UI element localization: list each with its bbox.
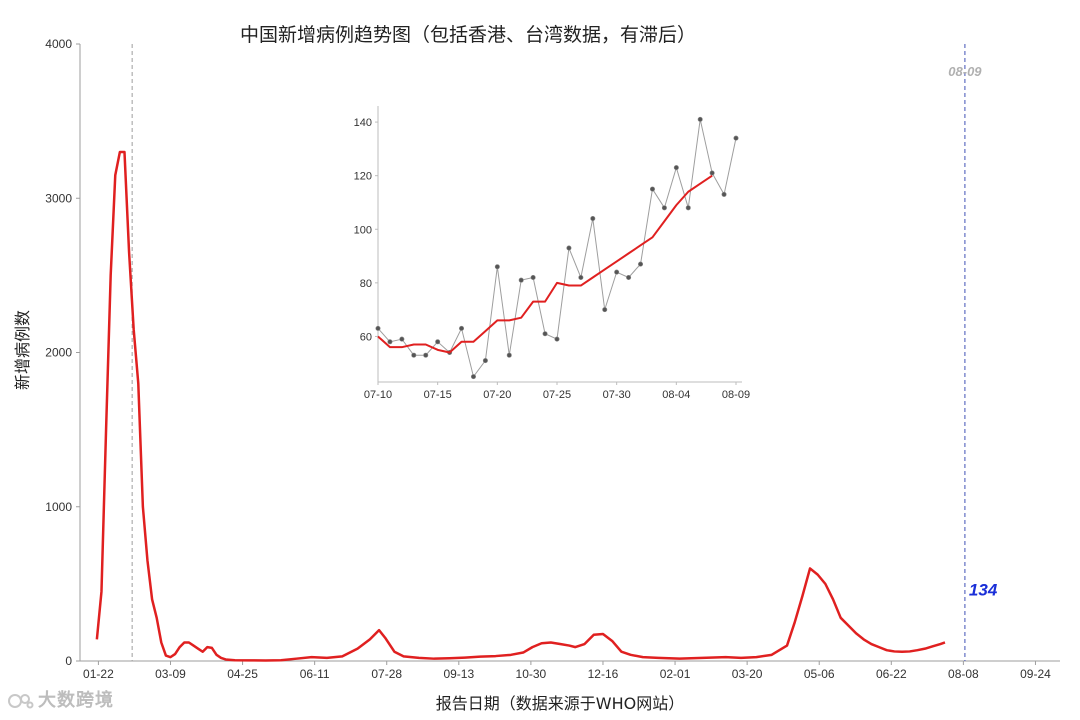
inset-daily-point [482,358,488,364]
inset-daily-point [518,277,524,283]
inset-y-tick-label: 120 [354,171,372,183]
inset-daily-point [626,274,632,280]
inset-daily-point [721,191,727,197]
inset-x-tick-label: 07-10 [364,389,392,401]
inset-daily-point [673,165,679,171]
inset-daily-point [661,205,667,211]
trend-line [95,150,946,662]
latest-date-label: 08-09 [948,64,982,79]
inset-daily-point [733,135,739,141]
inset-daily-point [506,352,512,358]
x-axis-ticks: 01-22 03-09 04-25 06-11 07-28 09-13 10-30 12-16… [83,661,1051,681]
x-tick-label: 04-25 [227,667,258,681]
inset-x-tick-label: 07-25 [543,389,571,401]
inset-y-tick-label: 80 [360,278,372,290]
inset-daily-point [709,170,715,176]
inset-x-tick-label: 08-09 [722,389,750,401]
x-tick-label: 03-20 [732,667,763,681]
x-tick-label: 06-22 [876,667,907,681]
x-tick-label: 12-16 [588,667,619,681]
y-axis-label: 新增病例数 [13,310,32,390]
inset-daily-point [638,261,644,267]
y-tick-label: 4000 [45,37,72,51]
inset-daily-point [614,269,620,275]
inset-daily-point [649,186,655,192]
x-tick-label: 08-08 [948,667,979,681]
x-tick-label: 09-24 [1020,667,1051,681]
inset-daily-point [470,374,476,380]
inset-trend-line [377,174,713,354]
inset-daily-points [375,116,739,380]
inset-daily-point [387,339,393,345]
inset-daily-point [435,339,441,345]
inset-daily-point [375,325,381,331]
chart-title: 中国新增病例趋势图（包括香港、台湾数据，有滞后） [240,24,696,46]
inset-daily-point [411,352,417,358]
inset-daily-point [697,116,703,122]
inset-daily-point [566,245,572,251]
inset-x-tick-label: 07-15 [424,389,452,401]
inset-daily-point [578,274,584,280]
watermark-logo: 大数跨境 [8,686,114,712]
y-tick-label: 2000 [45,346,72,360]
x-axis-label: 报告日期（数据来源于WHO网站） [436,694,684,713]
latest-value-label: 134 [969,580,998,599]
inset-daily-point [530,274,536,280]
inset-daily-point [685,205,691,211]
x-tick-label: 07-28 [371,667,402,681]
x-tick-label: 03-09 [155,667,186,681]
x-tick-label: 05-06 [804,667,835,681]
inset-daily-point [423,352,429,358]
x-tick-label: 01-22 [83,667,114,681]
inset-daily-point [602,307,608,313]
inset-daily-point [554,336,560,342]
inset-y-tick-label: 60 [360,331,372,343]
y-axis-ticks: 0 1000 2000 3000 4000 [45,37,80,668]
watermark-icon [8,694,34,709]
inset-x-tick-label: 07-20 [483,389,511,401]
x-tick-label: 09-13 [443,667,474,681]
inset-y-tick-label: 140 [354,117,372,129]
inset-y-tick-label: 100 [354,224,372,236]
y-tick-label: 1000 [45,500,72,514]
x-tick-label: 06-11 [300,667,330,681]
inset-x-axis-ticks: 07-10 07-15 07-20 07-25 07-30 08-04 08-09 [364,382,750,401]
inset-y-axis-ticks: 60 80 100 120 140 [354,117,378,343]
inset-x-tick-label: 07-30 [603,389,631,401]
inset-daily-point [494,264,500,270]
x-tick-label: 10-30 [516,667,547,681]
y-tick-label: 3000 [45,191,72,205]
x-tick-label: 02-01 [660,667,691,681]
inset-daily-point [399,336,405,342]
inset-daily-point [459,325,465,331]
inset-x-tick-label: 08-04 [662,389,690,401]
y-tick-label: 0 [65,654,72,668]
inset-daily-point [590,216,596,222]
inset-daily-point [542,331,548,337]
